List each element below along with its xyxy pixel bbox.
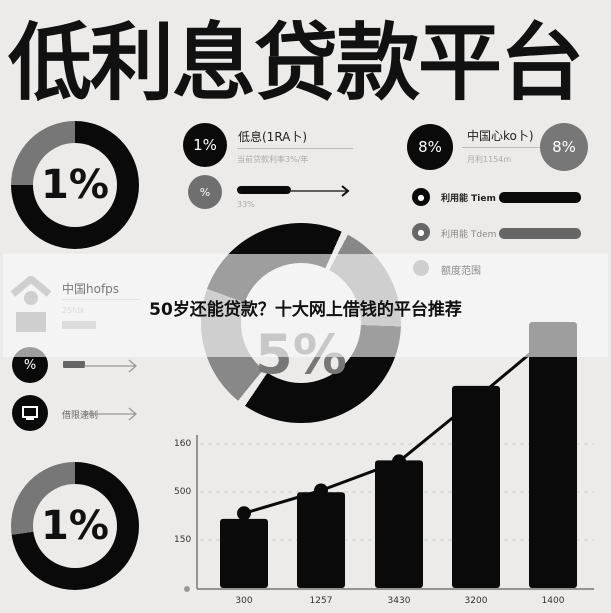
bar xyxy=(220,518,268,588)
x-tick-label: 1257 xyxy=(309,596,333,606)
y-tick-label: 160 xyxy=(174,439,192,449)
arrow-icon xyxy=(84,406,140,425)
y-tick-label: 500 xyxy=(174,487,192,497)
list-title: 中国hofps xyxy=(62,282,120,296)
arrow-icon xyxy=(290,183,352,202)
list-item-label: 利用能 Tdem xyxy=(441,230,497,240)
trend-point xyxy=(237,506,251,521)
divider xyxy=(462,147,560,148)
stat-sub: 当前贷款利率3%/年 xyxy=(237,155,309,164)
info-icon: ● xyxy=(412,223,430,241)
donut-chart-bottom-left: 1% xyxy=(11,462,139,590)
clock-icon: ● xyxy=(412,188,430,206)
origin-dot xyxy=(184,586,190,592)
trend-point xyxy=(392,454,406,469)
x-tick-label: 300 xyxy=(235,596,253,606)
page-title: 低利息贷款平台 xyxy=(8,14,584,112)
rate-badge: 1% xyxy=(183,123,227,167)
trend-point xyxy=(314,483,328,498)
bar xyxy=(452,385,500,588)
x-tick-label: 3200 xyxy=(464,596,488,606)
bar xyxy=(529,322,577,588)
rate-badge-black: 8% xyxy=(407,124,453,170)
stat-sub: 月利1154m xyxy=(467,155,512,164)
bar xyxy=(297,492,345,588)
caption-banner xyxy=(3,254,608,357)
y-tick-label: 150 xyxy=(174,535,192,545)
donut-label: 1% xyxy=(33,143,117,227)
arrow-icon xyxy=(84,358,140,377)
list-item-label: 额度范围 xyxy=(441,266,481,277)
progress-bar xyxy=(237,186,291,194)
donut-chart-top-left: 1% xyxy=(11,121,139,249)
bar-gray xyxy=(499,228,581,239)
stat-title: 低息(1RA卜) xyxy=(238,130,308,144)
x-tick-label: 1400 xyxy=(541,596,565,606)
list-item-label: 借限速制 xyxy=(62,411,99,421)
bar-black xyxy=(499,192,581,203)
progress-value: 33% xyxy=(237,200,255,209)
percent-badge: % xyxy=(188,175,222,209)
bar-gray xyxy=(63,361,85,368)
stat-title: 中国心ko卜) xyxy=(467,129,534,143)
divider xyxy=(237,148,353,149)
trend-point xyxy=(466,394,480,409)
caption-text: 50岁还能贷款？十大网上借钱的平台推荐 xyxy=(149,300,462,320)
monitor-icon xyxy=(12,395,48,431)
bar xyxy=(375,460,423,588)
x-tick-label: 3430 xyxy=(387,596,411,606)
list-item-label: 利用能 Tiem xyxy=(441,194,496,204)
rate-badge-gray: 8% xyxy=(540,123,588,171)
donut-label: 1% xyxy=(33,484,117,568)
